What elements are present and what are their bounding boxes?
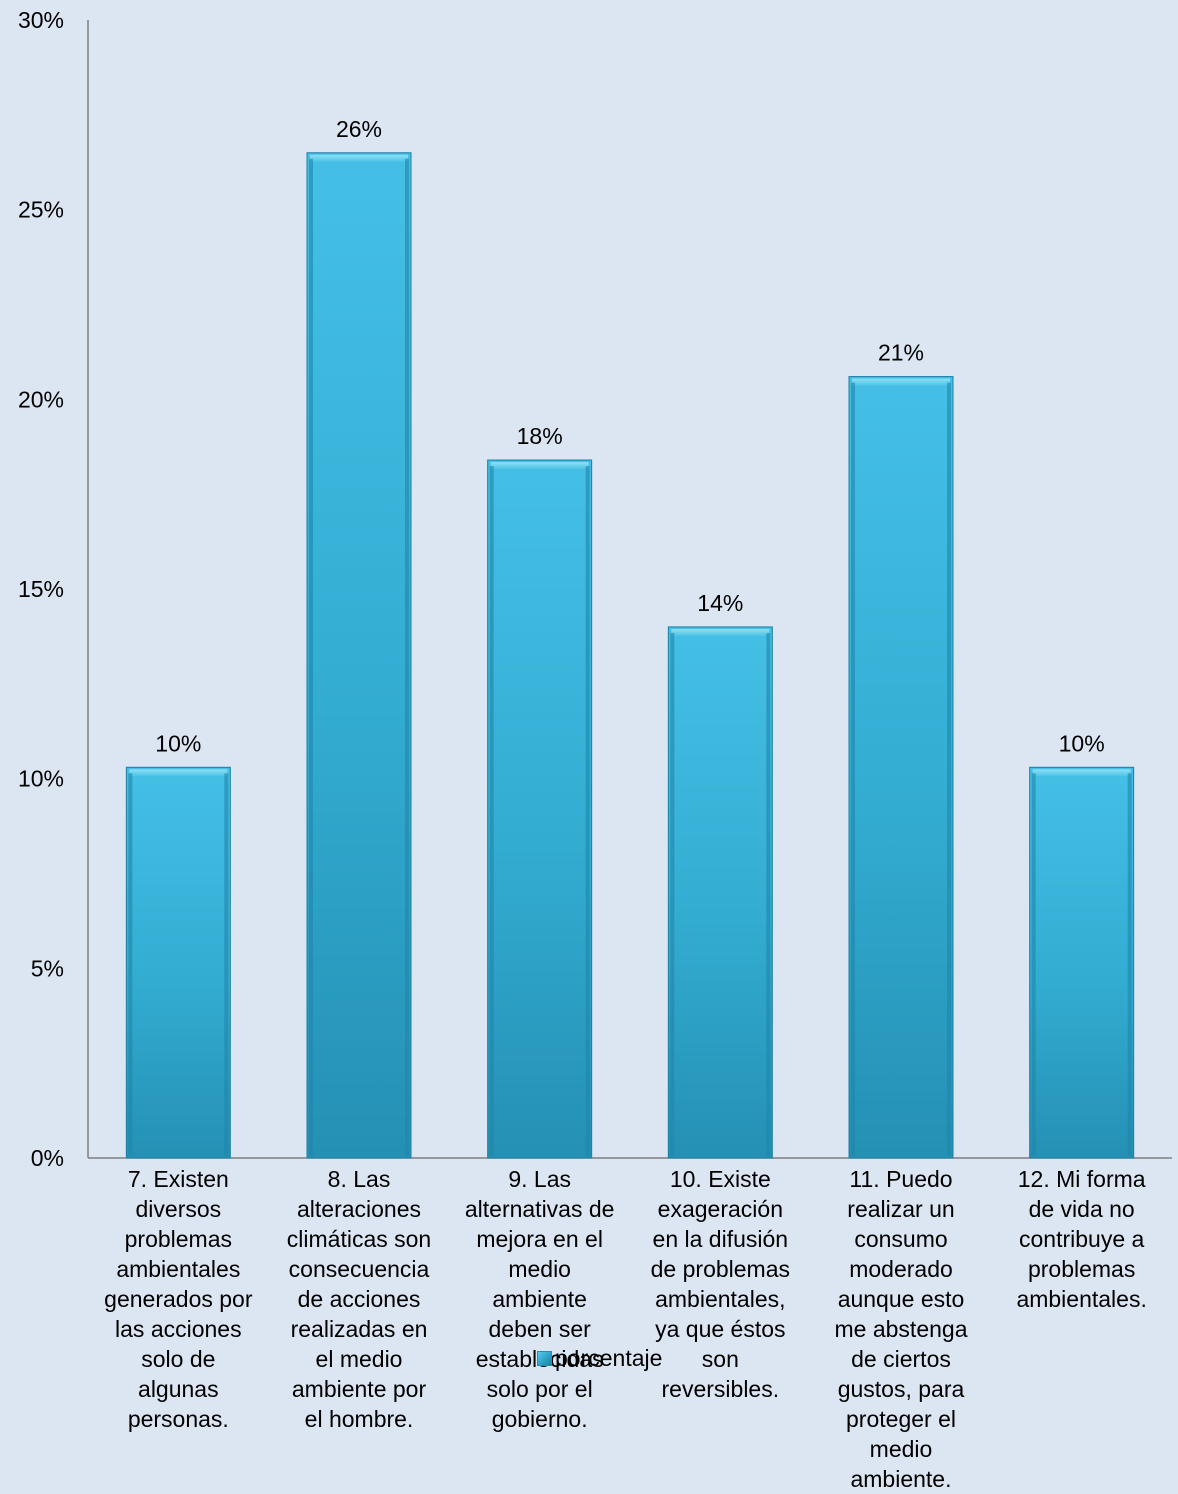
bar-bevel-top [1032,769,1131,777]
legend-label: porcentaje [555,1345,663,1371]
bar-body [667,626,773,1159]
y-tick-label: 15% [18,576,64,602]
bar-bevel-right [1127,773,1132,1156]
bar-body [848,376,954,1159]
bar-bevel-right [405,158,409,1156]
bar [1029,766,1135,1159]
legend-swatch [537,1351,552,1366]
data-label: 26% [336,116,382,142]
y-tick-label: 20% [18,386,64,412]
bar-body [487,459,593,1159]
bar-bevel-top [490,462,589,470]
bar-body [1029,766,1135,1159]
bar-bevel-top [852,378,950,386]
bar-bevel-left [851,382,855,1156]
x-tick-label: 11. Puedo realizar un consumo moderado a… [834,1166,968,1492]
x-tick-label: 12. Mi forma de vida no contribuye a pro… [1016,1166,1147,1312]
bar-body [306,152,412,1159]
x-tick-label: 7. Existen diversos problemas ambientale… [104,1166,253,1432]
bars [125,152,1135,1159]
bar-bevel-left [489,466,494,1156]
legend: porcentaje [537,1345,662,1372]
bar-bevel-top [310,154,408,162]
bar-bevel-left [670,632,675,1156]
y-tick-label: 10% [18,766,64,792]
bar [487,459,593,1159]
bar-body [125,766,231,1159]
bar-bevel-right [585,466,590,1156]
y-tick-label: 5% [31,955,64,981]
data-labels: 10% 26% 18% 14% 21% 10% [155,116,1104,757]
bar-bevel-left [309,158,313,1156]
bar-bevel-left [1031,773,1036,1156]
x-tick-label: 8. Las alteraciones climáticas son conse… [286,1166,432,1432]
bar [306,152,412,1159]
bar [667,626,773,1159]
bar-bevel-top [671,628,770,636]
x-tick-label: 9. Las alternativas de mejora en el medi… [464,1166,615,1432]
bar-bevel-left [128,773,133,1156]
bar-bevel-right [224,773,229,1156]
y-tick-label: 0% [31,1145,64,1171]
y-tick-label: 30% [18,7,64,33]
bar-chart: 0% 5% 10% 15% 20% 25% 30% 10% 26% 18% 14% 21% 10% [18,7,1172,1171]
data-label: 14% [697,590,743,616]
data-label: 10% [1059,730,1105,756]
bar-bevel-right [947,382,951,1156]
data-label: 18% [517,423,563,449]
x-tick-label: 10. Existe exageración en la difusión de… [650,1166,790,1402]
bar-bevel-top [129,769,228,777]
bar [848,376,954,1159]
y-axis: 0% 5% 10% 15% 20% 25% 30% [18,7,1172,1171]
data-label: 21% [878,340,924,366]
y-tick-label: 25% [18,197,64,223]
bar-bevel-right [766,632,771,1156]
bar [125,766,231,1159]
data-label: 10% [155,730,201,756]
